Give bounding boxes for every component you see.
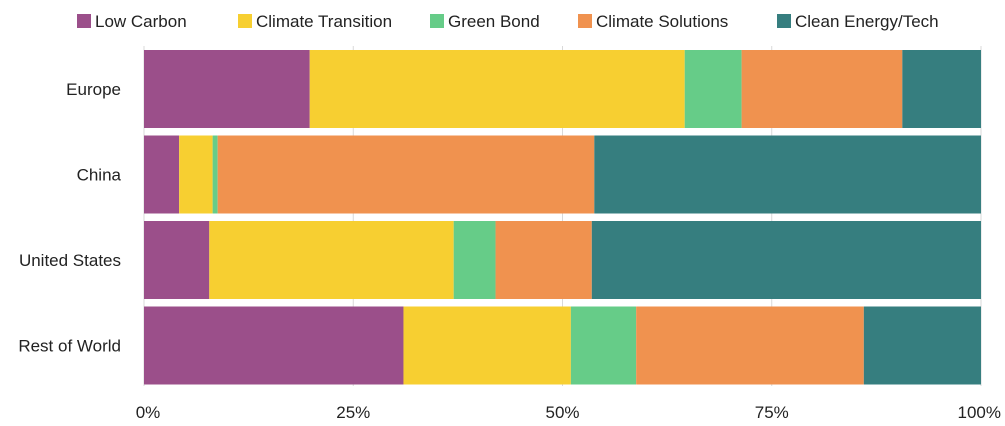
bar-segment-0-0 — [144, 50, 310, 128]
legend-label-2: Green Bond — [448, 12, 540, 31]
bar-segment-1-1 — [179, 135, 213, 214]
category-label-1: China — [77, 166, 122, 185]
bar-segment-1-0 — [144, 135, 180, 214]
legend-label-1: Climate Transition — [256, 12, 392, 31]
x-tick-label-4: 100% — [958, 403, 1001, 422]
bar-segment-3-2 — [570, 306, 637, 385]
category-labels: Europe China United States Rest of World — [18, 80, 121, 356]
bar-segment-2-0 — [144, 221, 210, 299]
category-label-0: Europe — [66, 80, 121, 99]
legend-label-4: Clean Energy/Tech — [795, 12, 939, 31]
bar-segment-0-4 — [902, 50, 981, 128]
bar-segment-0-2 — [684, 50, 742, 128]
x-tick-label-0: 0% — [136, 403, 161, 422]
bar-segment-3-0 — [144, 306, 404, 385]
legend: Low Carbon Climate Transition Green Bond Cl… — [77, 12, 939, 31]
bar-segment-1-2 — [212, 135, 218, 214]
category-label-3: Rest of World — [18, 337, 121, 356]
bars — [144, 50, 981, 385]
bar-segment-2-2 — [453, 221, 496, 299]
legend-swatch-4 — [777, 14, 791, 28]
bar-segment-3-3 — [636, 306, 864, 385]
x-tick-label-1: 25% — [336, 403, 370, 422]
bar-segment-1-4 — [594, 135, 981, 214]
legend-label-0: Low Carbon — [95, 12, 187, 31]
bar-segment-0-3 — [741, 50, 903, 128]
category-label-2: United States — [19, 251, 121, 270]
bar-segment-2-1 — [209, 221, 454, 299]
bar-segment-3-4 — [863, 306, 981, 385]
x-axis-tick-labels: 0% 25% 50% 75% 100% — [136, 403, 1001, 422]
legend-swatch-1 — [238, 14, 252, 28]
x-tick-label-3: 75% — [755, 403, 789, 422]
legend-swatch-0 — [77, 14, 91, 28]
bar-segment-0-1 — [309, 50, 685, 128]
bar-segment-1-3 — [217, 135, 595, 214]
legend-label-3: Climate Solutions — [596, 12, 728, 31]
legend-swatch-3 — [578, 14, 592, 28]
bar-segment-2-3 — [495, 221, 592, 299]
bar-segment-3-1 — [403, 306, 571, 385]
bar-segment-2-4 — [591, 221, 981, 299]
legend-swatch-2 — [430, 14, 444, 28]
x-tick-label-2: 50% — [545, 403, 579, 422]
